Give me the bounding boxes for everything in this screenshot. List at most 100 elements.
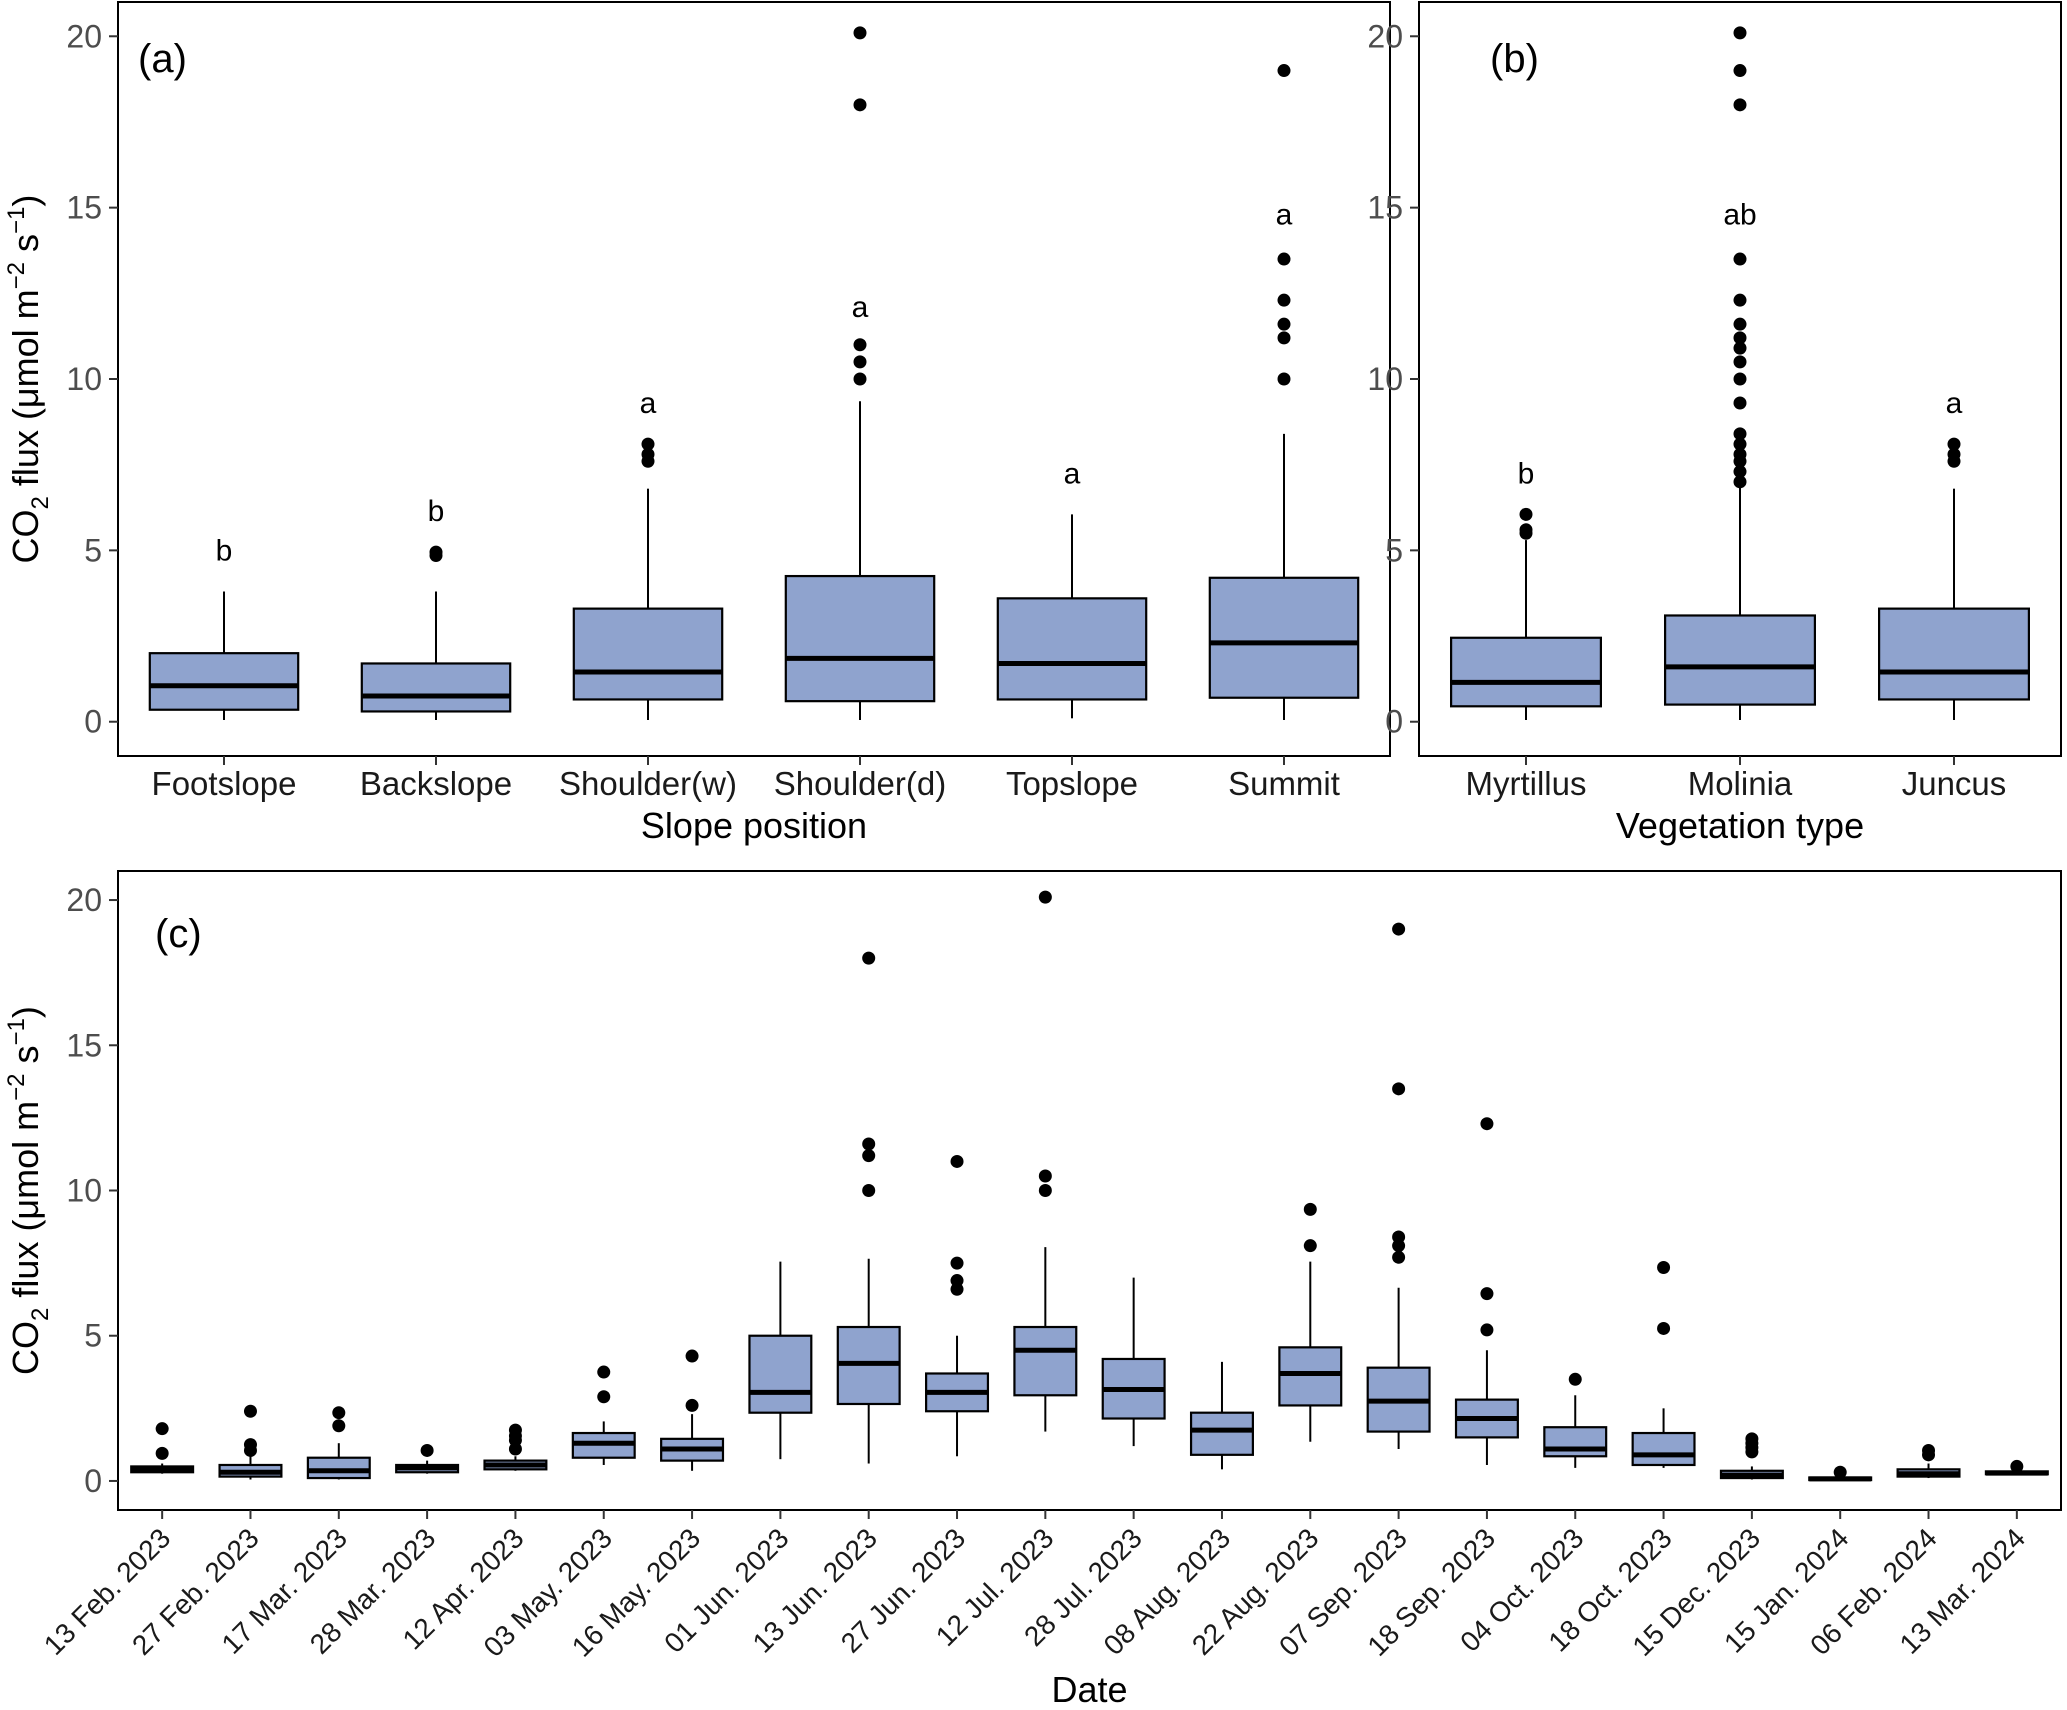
outlier-point [950,1154,964,1168]
outlier-point [1733,26,1747,40]
outlier-point [1733,427,1747,441]
outlier-point [1733,317,1747,331]
outlier-point [1519,523,1533,537]
outlier-point [1733,372,1747,386]
outlier-point [862,1137,876,1151]
box-group [395,1443,460,1474]
outlier-point [1277,372,1291,386]
y-axis-title: CO2 flux (μmol m−2 s−1) [3,195,54,564]
box-group: a [572,387,724,721]
outlier-point [243,1404,257,1418]
outlier-point [641,447,655,461]
outlier-point [332,1419,346,1433]
outlier-point [1657,1321,1671,1335]
box-group [925,1154,990,1457]
outlier-point [1733,396,1747,410]
box-group: b [360,495,512,721]
box-group [1278,1202,1343,1442]
outlier-point [950,1256,964,1270]
outlier-point [1277,64,1291,78]
x-tick-label: Summit [1228,765,1340,802]
outlier-point [853,26,867,40]
outlier-point [1480,1117,1494,1131]
box-group [1101,1277,1166,1447]
x-axis-title: Vegetation type [1616,805,1864,846]
outlier-point [332,1406,346,1420]
y-axis-title: CO2 flux (μmol m−2 s−1) [3,1006,54,1375]
panel-label: (c) [155,912,202,956]
outlier-point [1277,293,1291,307]
outlier-point [1480,1323,1494,1337]
x-tick-label: Shoulder(w) [559,765,737,802]
outlier-point [597,1390,611,1404]
outlier-point [1947,437,1961,451]
y-axis-title-part: flux (μmol m [5,289,46,496]
outlier-point [1038,1184,1052,1197]
significance-letter: a [1946,387,1963,420]
y-tick-label: 20 [66,18,102,54]
significance-letter: b [1518,457,1535,490]
outlier-point [1733,447,1747,461]
outlier-point [1038,890,1052,904]
outlier-point [429,545,443,559]
x-tick-label: Footslope [152,765,297,802]
y-axis-title-part: ) [5,195,46,207]
outlier-point [155,1446,169,1460]
box-group [836,951,901,1464]
y-axis-title-part: −2 [3,262,30,289]
y-axis-title-part: −2 [3,1073,30,1100]
box-group [483,1423,548,1471]
x-axis-title: Date [1051,1669,1127,1710]
outlier-point [1733,293,1747,307]
outlier-point [1392,1082,1406,1096]
outlier-point [1947,447,1961,461]
x-tick-label: Juncus [1902,765,2007,802]
outlier-point [1277,317,1291,331]
y-axis-title-part: CO [5,1321,46,1375]
box [1663,614,1816,706]
outlier-point [2010,1459,2024,1473]
y-tick-label: 20 [1367,18,1403,54]
significance-letter: b [216,534,233,567]
box-group [218,1404,283,1480]
box-group: b [148,534,300,721]
y-tick-label: 15 [66,1027,102,1063]
outlier-point [155,1422,169,1436]
box-group: a [784,26,936,721]
outlier-point [1733,341,1747,355]
x-axis-title: Slope position [641,805,867,846]
outlier-point [862,1184,876,1197]
outlier-point [1745,1432,1759,1446]
significance-letter: a [640,387,657,420]
outlier-point [853,98,867,112]
outlier-point [1303,1202,1317,1216]
outlier-point [862,951,876,965]
outlier-point [1568,1372,1582,1386]
x-tick-label: Myrtillus [1466,765,1587,802]
outlier-point [1392,922,1406,936]
y-tick-label: 10 [1367,361,1403,397]
y-tick-label: 0 [1385,704,1403,740]
y-axis-title-part: flux (μmol m [5,1101,46,1308]
outlier-point [853,355,867,369]
box-group [1013,890,1078,1432]
outlier-point [1519,507,1533,521]
box-group [1189,1361,1254,1470]
significance-letter: a [1064,457,1081,490]
box [572,607,724,701]
box-group [1808,1465,1873,1482]
outlier-point [1922,1443,1936,1457]
outlier-point [1733,64,1747,78]
outlier-point [1833,1465,1847,1479]
outlier-point [1733,98,1747,112]
y-axis-title-part: −1 [3,207,30,234]
y-axis-title-part: s [5,1045,46,1073]
box-group [1543,1372,1608,1468]
y-tick-label: 5 [1385,532,1403,568]
outlier-point [243,1438,257,1452]
y-axis-title-part: −1 [3,1018,30,1045]
panel-b: 0 5 10 15 20 Myrtillus Molinia Juncus b ab a (b) Veg… [1367,1,2062,846]
box-group: a [1877,387,2030,721]
box [1877,607,2030,701]
outlier-point [853,338,867,352]
